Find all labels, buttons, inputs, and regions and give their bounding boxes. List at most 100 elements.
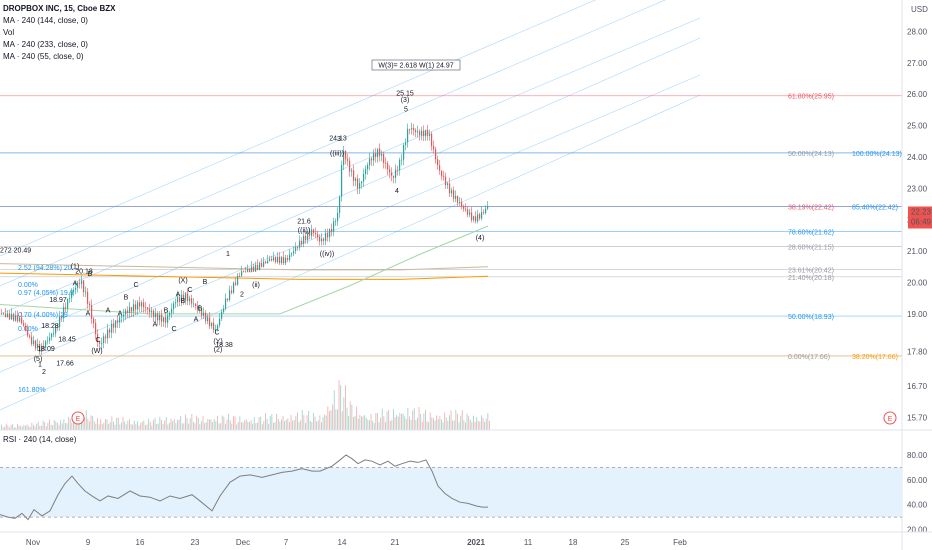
wave-label: A — [194, 317, 199, 324]
rsi-band — [0, 467, 902, 518]
volume-bar — [202, 416, 204, 430]
ma-line — [0, 272, 489, 280]
candle-body — [393, 175, 395, 178]
candle-body — [263, 261, 265, 267]
candle-body — [225, 298, 227, 309]
candle-body — [371, 158, 373, 161]
wave-label: (W) — [91, 348, 102, 355]
volume-bar — [71, 422, 73, 430]
pitchfork-line — [0, 37, 701, 347]
volume-bar — [477, 421, 479, 430]
volume-bar — [41, 425, 42, 430]
candle-body — [409, 128, 411, 130]
candle-body — [329, 228, 331, 238]
volume-bar — [167, 424, 169, 430]
volume-bar — [445, 417, 447, 430]
volume-bar — [77, 422, 79, 430]
volume-bar — [404, 416, 406, 430]
rsi-tick: 60.00 — [907, 476, 928, 485]
volume-bar — [426, 421, 428, 430]
candle-body — [249, 269, 251, 273]
wave-label: A — [118, 310, 123, 317]
wave-label: B — [203, 279, 208, 286]
volume-bar — [181, 423, 183, 430]
candle-body — [27, 329, 29, 336]
price-axis[interactable]: USD15.7016.7017.8019.0020.0021.0022.0023… — [901, 0, 932, 550]
volume-bar — [441, 419, 442, 430]
volume-bar — [268, 423, 270, 430]
earnings-icon — [71, 411, 85, 425]
candle-body — [221, 311, 223, 319]
volume-bar — [300, 420, 302, 430]
candle-body — [205, 312, 207, 322]
price-tick: 23.00 — [907, 184, 928, 193]
legend-ma55[interactable]: MA · 240 (55, close, 0) — [3, 52, 84, 61]
volume-bar — [108, 423, 110, 430]
volume-bar — [429, 412, 431, 430]
time-tick: 25 — [621, 538, 630, 547]
candle-body — [415, 130, 417, 133]
candle-body — [385, 162, 387, 164]
candle-body — [313, 229, 315, 233]
volume-bar — [325, 415, 327, 430]
volume-bar — [225, 423, 226, 430]
volume-bar — [98, 424, 100, 430]
volume-bar — [92, 415, 94, 430]
indicator-legend: DROPBOX INC, 15, Cboe BZX MA · 240 (144,… — [3, 3, 115, 63]
candle-body — [197, 305, 199, 310]
candle-body — [107, 329, 109, 339]
legend-ma233[interactable]: MA · 240 (233, close, 0) — [3, 40, 88, 49]
volume-bar — [281, 419, 282, 430]
volume-bar — [213, 419, 215, 430]
wave-label: (X) — [178, 277, 187, 284]
volume-bar — [487, 412, 489, 430]
candle-body — [427, 129, 429, 136]
candle-body — [125, 310, 127, 315]
candle-body — [475, 216, 477, 222]
volume-bar — [261, 424, 263, 430]
volume-bar — [194, 423, 196, 430]
wave-label: 1 — [38, 362, 42, 369]
wave-label: C — [171, 326, 176, 333]
candle-body — [25, 325, 27, 330]
candle-body — [135, 304, 137, 310]
candle-body — [43, 345, 45, 348]
symbol-title[interactable]: DROPBOX INC, 15, Cboe BZX — [3, 4, 116, 13]
earnings-label: E — [76, 416, 81, 423]
volume-bar — [314, 416, 316, 430]
volume-bar — [58, 424, 60, 430]
candle-body — [41, 345, 43, 353]
volume-bar — [461, 410, 463, 430]
candle-body — [297, 247, 299, 248]
time-tick: 21 — [391, 538, 400, 547]
candle-body — [79, 282, 81, 284]
time-axis[interactable]: Nov 9 16 23 Dec 7 14 21 2021 11 18 25 Feb — [0, 531, 932, 547]
volume-bar — [370, 413, 372, 430]
volume-bar — [269, 415, 271, 430]
candle-body — [477, 214, 479, 222]
volume-bar — [425, 409, 426, 430]
candle-body — [217, 325, 219, 330]
volume-bar — [178, 419, 180, 430]
candles[interactable] — [1, 122, 489, 355]
volume-bar — [101, 424, 103, 430]
rsi-pane[interactable]: 20.00 40.00 60.00 80.00 — [0, 429, 932, 535]
volume-bar — [63, 419, 65, 430]
candle-body — [433, 146, 435, 150]
volume-bar — [149, 422, 151, 430]
volume-bar — [69, 418, 71, 430]
candle-body — [119, 317, 121, 323]
volume-bar — [215, 421, 217, 430]
volume-bar — [489, 420, 490, 430]
candle-body — [229, 290, 231, 300]
volume-bar — [260, 416, 262, 430]
candle-body — [333, 221, 335, 232]
legend-ma144[interactable]: MA · 240 (144, close, 0) — [3, 16, 88, 25]
candle-body — [219, 318, 221, 326]
volume-bar — [373, 423, 375, 430]
legend-vol[interactable]: Vol — [3, 28, 15, 37]
pitchfork-line — [0, 74, 701, 373]
volume-bar — [349, 401, 351, 430]
rsi-legend[interactable]: RSI · 240 (14, close) — [3, 435, 77, 444]
